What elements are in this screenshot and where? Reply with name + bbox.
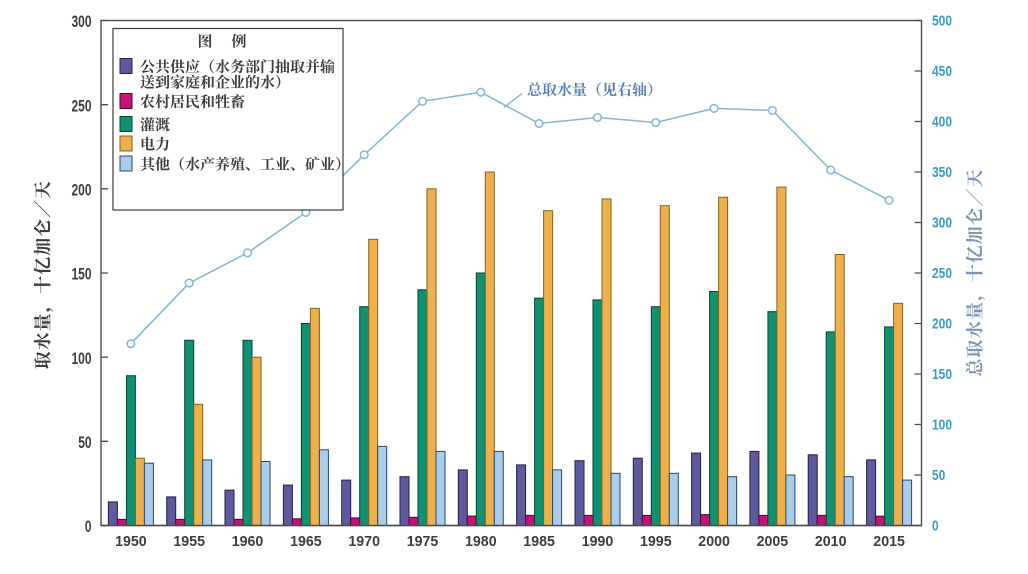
- svg-text:2015: 2015: [873, 534, 905, 550]
- svg-text:450: 450: [932, 63, 952, 80]
- svg-text:图: 图: [197, 31, 212, 52]
- svg-text:50: 50: [78, 433, 91, 452]
- svg-text:公共供应（水务部门抽取并输: 公共供应（水务部门抽取并输: [140, 56, 335, 77]
- svg-text:总取水量，十亿加仑／天: 总取水量，十亿加仑／天: [961, 169, 987, 377]
- svg-text:1980: 1980: [465, 534, 497, 550]
- svg-text:300: 300: [932, 215, 952, 232]
- svg-text:2010: 2010: [815, 534, 847, 550]
- svg-text:0: 0: [85, 517, 92, 536]
- svg-text:300: 300: [72, 12, 92, 31]
- svg-text:2005: 2005: [757, 534, 789, 550]
- svg-text:1960: 1960: [232, 534, 264, 550]
- svg-text:500: 500: [932, 13, 952, 30]
- svg-text:1965: 1965: [290, 534, 322, 550]
- svg-text:1990: 1990: [582, 534, 614, 550]
- svg-text:1955: 1955: [173, 534, 205, 550]
- svg-text:1970: 1970: [348, 534, 380, 550]
- svg-text:250: 250: [72, 96, 92, 115]
- svg-text:1975: 1975: [407, 534, 439, 550]
- svg-text:150: 150: [932, 366, 952, 383]
- svg-text:200: 200: [72, 180, 92, 199]
- svg-text:250: 250: [932, 265, 952, 282]
- svg-text:灌溉: 灌溉: [140, 114, 170, 135]
- svg-text:50: 50: [932, 467, 945, 484]
- svg-text:0: 0: [932, 518, 939, 535]
- svg-text:电力: 电力: [140, 134, 170, 155]
- svg-text:总取水量（见右轴）: 总取水量（见右轴）: [527, 79, 662, 100]
- svg-text:1995: 1995: [640, 534, 672, 550]
- svg-text:例: 例: [231, 31, 246, 52]
- svg-text:取水量，十亿加仑／天: 取水量，十亿加仑／天: [29, 180, 55, 369]
- svg-text:其他（水产养殖、工业、矿业）: 其他（水产养殖、工业、矿业）: [140, 154, 350, 175]
- svg-text:150: 150: [72, 265, 92, 284]
- svg-text:400: 400: [932, 114, 952, 131]
- svg-text:1950: 1950: [115, 534, 147, 550]
- svg-text:送到家庭和企业的水）: 送到家庭和企业的水）: [140, 72, 290, 93]
- svg-text:2000: 2000: [698, 534, 730, 550]
- svg-text:350: 350: [932, 164, 952, 181]
- svg-text:100: 100: [932, 417, 952, 434]
- svg-text:1985: 1985: [523, 534, 555, 550]
- svg-text:100: 100: [72, 349, 92, 368]
- svg-text:200: 200: [932, 316, 952, 333]
- svg-text:农村居民和牲畜: 农村居民和牲畜: [139, 91, 246, 112]
